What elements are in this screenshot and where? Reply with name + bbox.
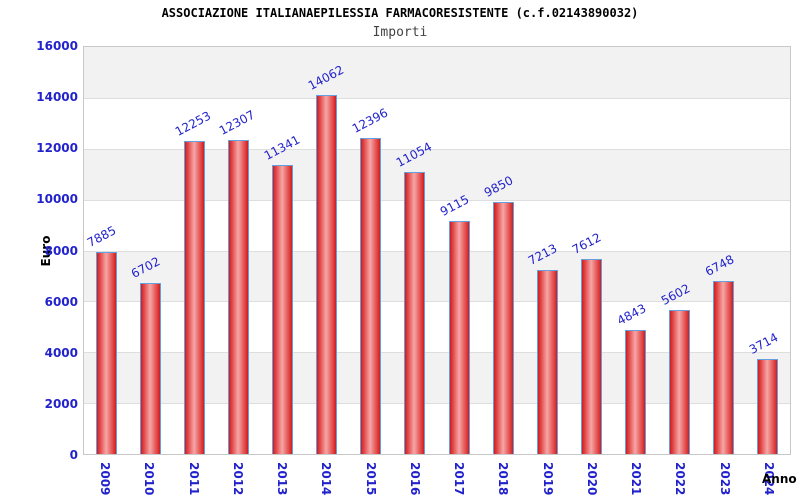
plot-band [84, 47, 790, 98]
bar-slot-2017: 9115 [437, 47, 481, 454]
bar-value-label: 9850 [482, 173, 516, 200]
bar-2012 [227, 140, 249, 454]
bar-slot-2024: 3714 [746, 47, 790, 454]
bar-2017 [448, 221, 470, 454]
x-tick-label-2013: 2013 [275, 462, 290, 496]
bar-value-label: 7885 [84, 223, 119, 250]
y-tick-label: 16000 [36, 39, 78, 53]
bar-slot-2009: 7885 [84, 47, 128, 454]
bar-2021 [625, 330, 647, 454]
x-axis-title: Anno [762, 472, 797, 486]
x-tick-label-2009: 2009 [98, 462, 113, 496]
x-tick-label-2015: 2015 [363, 462, 378, 496]
bar-value-label: 3714 [746, 330, 781, 357]
x-tick-label-2022: 2022 [673, 462, 688, 496]
x-tick-label-2011: 2011 [186, 462, 201, 496]
chart-subtitle: Importi [372, 25, 428, 40]
y-tick-label: 8000 [44, 243, 78, 258]
bar-slot-2013: 11341 [261, 47, 305, 454]
bar-2015 [360, 138, 382, 454]
y-tick-label: 10000 [36, 192, 78, 207]
x-tick-label-2010: 2010 [142, 462, 157, 496]
bar-2014 [316, 95, 338, 454]
bar-slot-2012: 12307 [216, 47, 260, 454]
bar-value-label: 12307 [217, 107, 258, 138]
chart-title: ASSOCIAZIONE ITALIANAEPILESSIA FARMACORE… [161, 6, 639, 20]
bar-slot-2016: 11054 [393, 47, 437, 454]
bar-value-label: 9115 [437, 192, 472, 219]
bar-value-label: 11341 [261, 132, 302, 163]
bar-slot-2018: 9850 [481, 47, 525, 454]
bar-slot-2020: 7612 [569, 47, 613, 454]
bar-slot-2010: 6702 [128, 47, 172, 454]
bar-value-label: 12253 [173, 108, 214, 139]
bar-2009 [95, 252, 117, 454]
y-tick-label: 0 [69, 448, 78, 462]
bar-2016 [404, 172, 426, 454]
bar-2024 [757, 359, 779, 454]
x-tick-label-2017: 2017 [452, 462, 467, 496]
bar-value-label: 4843 [614, 301, 649, 328]
bar-2013 [272, 165, 294, 454]
bar-value-label: 5602 [658, 281, 693, 308]
bar-value-label: 7213 [526, 241, 560, 268]
bar-2010 [139, 283, 161, 454]
x-tick-label-2018: 2018 [496, 462, 511, 496]
y-tick-label: 14000 [36, 90, 78, 105]
x-tick-label-2021: 2021 [629, 462, 644, 496]
x-tick-label-2016: 2016 [407, 462, 422, 496]
bar-value-label: 6702 [129, 254, 163, 281]
bar-slot-2022: 5602 [658, 47, 702, 454]
bar-slot-2011: 12253 [172, 47, 216, 454]
bar-2023 [713, 281, 735, 454]
bars-layer: 7885 6702 12253 12307 11341 14062 12396 11054 91… [84, 47, 790, 454]
y-tick-label: 6000 [44, 294, 78, 309]
bar-2020 [580, 259, 602, 454]
x-tick-label-2014: 2014 [319, 462, 334, 496]
plot-band [84, 97, 790, 149]
x-tick-label-2012: 2012 [230, 462, 245, 496]
x-tick-label-2023: 2023 [717, 462, 732, 496]
bar-value-label: 11054 [393, 139, 435, 170]
bar-slot-2023: 6748 [702, 47, 746, 454]
y-tick-label: 4000 [44, 345, 78, 360]
y-tick-label: 2000 [44, 396, 78, 411]
bar-2019 [536, 270, 558, 454]
bar-value-label: 14062 [305, 62, 346, 93]
bar-2011 [183, 141, 205, 454]
plot-area: 7885 6702 12253 12307 11341 14062 12396 11054 91… [83, 46, 791, 455]
bar-slot-2021: 4843 [614, 47, 658, 454]
bar-slot-2015: 12396 [349, 47, 393, 454]
bar-value-label: 6748 [702, 252, 737, 279]
bar-2022 [669, 310, 691, 454]
bar-slot-2019: 7213 [525, 47, 569, 454]
x-tick-label-2020: 2020 [584, 462, 599, 496]
x-tick-label-2019: 2019 [540, 462, 555, 496]
bar-value-label: 7612 [570, 230, 604, 257]
bar-2018 [492, 202, 514, 454]
bar-value-label: 12396 [349, 105, 390, 136]
bar-slot-2014: 14062 [305, 47, 349, 454]
y-tick-label: 12000 [36, 141, 78, 156]
